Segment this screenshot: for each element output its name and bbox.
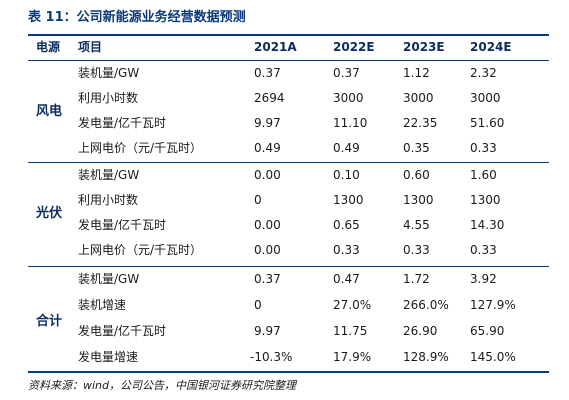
value-cell: 127.9% <box>470 298 516 312</box>
table-title: 表 11：公司新能源业务经营数据预测 <box>28 10 246 25</box>
value-cell: 51.60 <box>470 116 505 130</box>
value-cell: 1300 <box>470 193 501 207</box>
row-item: 发电量/亿千瓦时 <box>78 218 167 232</box>
row-item: 装机量/GW <box>78 66 140 80</box>
header-year: 2023E <box>403 40 445 54</box>
value-cell: 0 <box>254 193 262 207</box>
row-item: 发电量/亿千瓦时 <box>78 116 167 130</box>
value-cell: 3000 <box>403 91 434 105</box>
bottom-rule <box>28 371 549 373</box>
value-cell: 145.0% <box>470 350 516 364</box>
row-item: 装机增速 <box>78 298 127 312</box>
value-cell: 65.90 <box>470 324 505 338</box>
value-cell: 26.90 <box>403 324 438 338</box>
value-cell: 0 <box>254 298 262 312</box>
row-item: 装机量/GW <box>78 168 140 182</box>
value-cell: 266.0% <box>403 298 449 312</box>
header-year: 2022E <box>333 40 375 54</box>
value-cell: 4.55 <box>403 218 430 232</box>
value-cell: 0.37 <box>254 272 281 286</box>
value-cell: 2694 <box>254 91 285 105</box>
value-cell: 0.35 <box>403 141 430 155</box>
value-cell: 0.00 <box>254 243 281 257</box>
value-cell: 0.33 <box>470 243 497 257</box>
value-cell: 1300 <box>333 193 364 207</box>
row-item: 上网电价（元/千瓦时） <box>78 141 203 155</box>
row-item: 装机量/GW <box>78 272 140 286</box>
row-item: 发电量增速 <box>78 350 139 364</box>
row-item: 发电量/亿千瓦时 <box>78 324 167 338</box>
value-cell: 1300 <box>403 193 434 207</box>
value-cell: 11.10 <box>333 116 368 130</box>
header-rule <box>28 60 549 61</box>
row-item: 上网电价（元/千瓦时） <box>78 243 203 257</box>
value-cell: -10.3% <box>250 350 293 364</box>
value-cell: 3000 <box>470 91 501 105</box>
source-note: 资料来源：wind，公司公告，中国银河证券研究院整理 <box>28 379 297 392</box>
value-cell: 0.00 <box>254 218 281 232</box>
header-source: 电源 <box>36 40 61 54</box>
value-cell: 0.33 <box>333 243 360 257</box>
value-cell: 22.35 <box>403 116 438 130</box>
value-cell: 9.97 <box>254 324 281 338</box>
group-rule <box>28 162 549 163</box>
value-cell: 0.00 <box>254 168 281 182</box>
value-cell: 1.60 <box>470 168 497 182</box>
value-cell: 0.37 <box>254 66 281 80</box>
value-cell: 0.10 <box>333 168 360 182</box>
value-cell: 9.97 <box>254 116 281 130</box>
value-cell: 2.32 <box>470 66 497 80</box>
value-cell: 1.12 <box>403 66 430 80</box>
group-rule <box>28 266 549 267</box>
value-cell: 1.72 <box>403 272 430 286</box>
row-item: 利用小时数 <box>78 193 139 207</box>
value-cell: 3000 <box>333 91 364 105</box>
value-cell: 128.9% <box>403 350 449 364</box>
value-cell: 0.49 <box>254 141 281 155</box>
value-cell: 0.60 <box>403 168 430 182</box>
row-item: 利用小时数 <box>78 91 139 105</box>
group-label: 风电 <box>36 104 63 119</box>
header-item: 项目 <box>78 40 103 54</box>
value-cell: 11.75 <box>333 324 368 338</box>
group-label: 合计 <box>36 314 63 329</box>
value-cell: 27.0% <box>333 298 372 312</box>
group-label: 光伏 <box>36 206 63 221</box>
value-cell: 0.37 <box>333 66 360 80</box>
header-year: 2021A <box>254 40 297 54</box>
value-cell: 3.92 <box>470 272 497 286</box>
value-cell: 0.33 <box>470 141 497 155</box>
value-cell: 0.65 <box>333 218 360 232</box>
value-cell: 17.9% <box>333 350 372 364</box>
value-cell: 0.49 <box>333 141 360 155</box>
header-year: 2024E <box>470 40 512 54</box>
value-cell: 0.47 <box>333 272 360 286</box>
value-cell: 14.30 <box>470 218 505 232</box>
top-rule <box>28 34 549 36</box>
value-cell: 0.33 <box>403 243 430 257</box>
